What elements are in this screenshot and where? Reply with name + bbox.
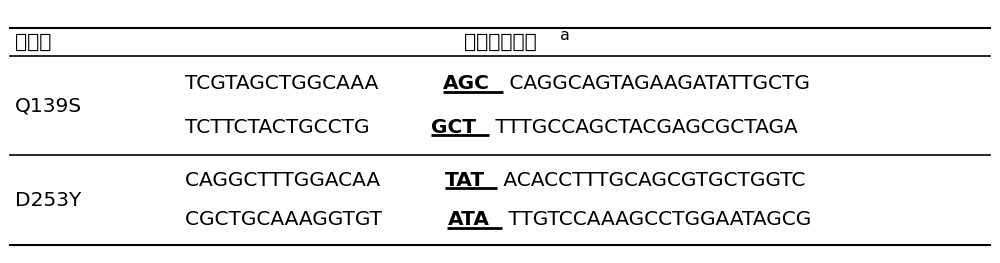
Text: a: a: [560, 28, 570, 43]
Text: TAT: TAT: [445, 171, 485, 190]
Text: ACACCTTTGCAGCGTGCTGGTC: ACACCTTTGCAGCGTGCTGGTC: [497, 171, 805, 190]
Text: Q139S: Q139S: [15, 96, 82, 115]
Text: TCGTAGCTGGCAAA: TCGTAGCTGGCAAA: [185, 74, 385, 93]
Text: AGC: AGC: [443, 74, 490, 93]
Text: TCTTCTACTGCCTG: TCTTCTACTGCCTG: [185, 118, 376, 137]
Text: TTGTCCAAAGCCTGGAATAGCG: TTGTCCAAAGCCTGGAATAGCG: [502, 210, 811, 229]
Text: CAGGCTTTGGACAA: CAGGCTTTGGACAA: [185, 171, 386, 190]
Text: CAGGCAGTAGAAGATATTGCTG: CAGGCAGTAGAAGATATTGCTG: [503, 74, 810, 93]
Text: 突变体: 突变体: [15, 33, 51, 52]
Text: TTTGCCAGCTACGAGCGCTAGA: TTTGCCAGCTACGAGCGCTAGA: [489, 118, 798, 137]
Text: GCT: GCT: [431, 118, 476, 137]
Text: ATA: ATA: [447, 210, 489, 229]
Text: CGCTGCAAAGGTGT: CGCTGCAAAGGTGT: [185, 210, 388, 229]
Text: 上、下游引物: 上、下游引物: [464, 33, 536, 52]
Text: D253Y: D253Y: [15, 190, 81, 210]
